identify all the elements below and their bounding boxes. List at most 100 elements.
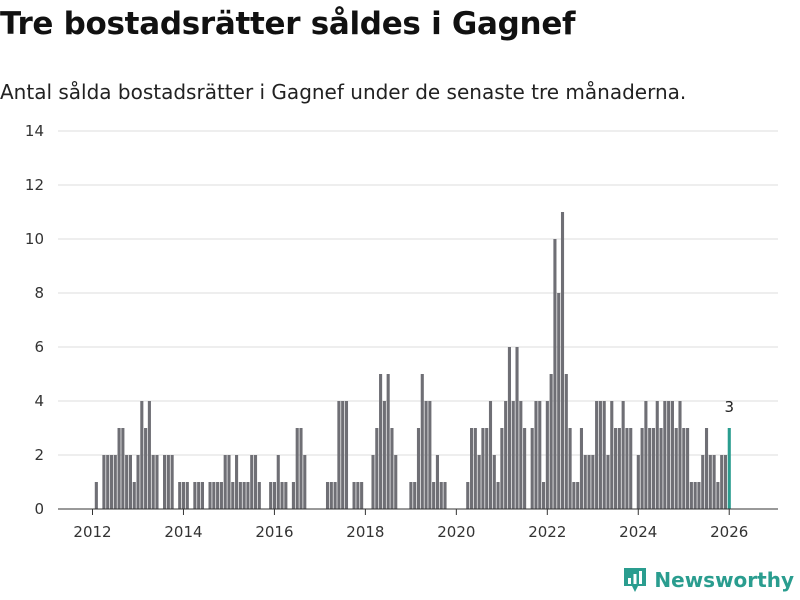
bar bbox=[621, 401, 625, 509]
y-tick-label: 6 bbox=[34, 338, 44, 356]
x-tick-label: 2024 bbox=[619, 523, 657, 541]
bar bbox=[564, 374, 568, 509]
bar bbox=[242, 482, 246, 509]
y-tick-label: 8 bbox=[34, 284, 44, 302]
bar bbox=[428, 401, 432, 509]
bar bbox=[572, 482, 576, 509]
bar bbox=[409, 482, 413, 509]
bar bbox=[424, 401, 428, 509]
x-tick-label: 2018 bbox=[346, 523, 384, 541]
bar bbox=[439, 482, 443, 509]
bar bbox=[219, 482, 223, 509]
bar bbox=[216, 482, 220, 509]
bar bbox=[470, 428, 474, 509]
bar bbox=[614, 428, 618, 509]
bar bbox=[507, 347, 511, 509]
bar bbox=[113, 455, 117, 509]
bar bbox=[492, 455, 496, 509]
bar bbox=[496, 482, 500, 509]
bar bbox=[515, 347, 519, 509]
x-tick-label: 2016 bbox=[255, 523, 293, 541]
bar bbox=[208, 482, 212, 509]
bar bbox=[701, 455, 705, 509]
bar bbox=[617, 428, 621, 509]
bar bbox=[644, 401, 648, 509]
bar bbox=[227, 455, 231, 509]
y-tick-label: 2 bbox=[34, 446, 44, 464]
bar bbox=[473, 428, 477, 509]
bar bbox=[560, 212, 565, 509]
bar bbox=[144, 428, 148, 509]
bar bbox=[720, 455, 724, 509]
page-subtitle: Antal sålda bostadsrätter i Gagnef under… bbox=[0, 80, 687, 104]
bar bbox=[371, 455, 375, 509]
bar bbox=[595, 401, 599, 509]
bar bbox=[636, 455, 640, 509]
bar bbox=[443, 482, 447, 509]
bar bbox=[648, 428, 652, 509]
bar bbox=[523, 428, 527, 509]
bar bbox=[723, 455, 728, 509]
bar bbox=[352, 482, 356, 509]
y-tick-label: 10 bbox=[25, 230, 44, 248]
bar bbox=[200, 482, 205, 509]
bar bbox=[250, 455, 254, 509]
bar bbox=[390, 428, 394, 509]
bar bbox=[238, 482, 242, 509]
bar bbox=[530, 428, 534, 509]
brand-name: Newsworthy bbox=[654, 568, 794, 592]
grid-lines bbox=[58, 130, 778, 456]
bar bbox=[678, 401, 682, 509]
y-tick-label: 14 bbox=[25, 122, 44, 140]
bar bbox=[602, 401, 606, 509]
bar bbox=[500, 428, 504, 509]
bar bbox=[276, 455, 280, 509]
bar bbox=[235, 455, 239, 509]
bar bbox=[284, 482, 288, 509]
bar bbox=[583, 455, 587, 509]
bar bbox=[303, 455, 307, 509]
page-title: Tre bostadsrätter såldes i Gagnef bbox=[0, 6, 576, 42]
bar bbox=[280, 482, 284, 509]
x-tick-label: 2014 bbox=[164, 523, 202, 541]
bar bbox=[109, 455, 114, 509]
y-tick-label: 0 bbox=[34, 500, 44, 518]
bar bbox=[128, 455, 132, 509]
bar bbox=[394, 455, 398, 509]
bar bbox=[435, 455, 439, 509]
bar bbox=[519, 401, 523, 509]
bar bbox=[420, 374, 424, 509]
bar bbox=[253, 455, 258, 509]
bar bbox=[704, 428, 709, 509]
bar bbox=[716, 482, 720, 509]
brand-logo: Newsworthy bbox=[622, 566, 794, 594]
bar bbox=[375, 428, 379, 509]
bar bbox=[386, 374, 390, 509]
bar bbox=[477, 455, 481, 509]
bar bbox=[337, 401, 341, 509]
bar bbox=[667, 401, 671, 509]
bar bbox=[708, 455, 712, 509]
bar bbox=[545, 401, 549, 509]
x-tick-label: 2020 bbox=[437, 523, 475, 541]
bar bbox=[538, 401, 542, 509]
bar bbox=[625, 428, 629, 509]
bar bbox=[151, 455, 155, 509]
bar bbox=[689, 482, 693, 509]
bar bbox=[212, 482, 216, 509]
bar bbox=[121, 428, 125, 509]
bar bbox=[481, 428, 485, 509]
bar bbox=[269, 482, 273, 509]
bar bbox=[686, 428, 690, 509]
bar bbox=[344, 401, 349, 509]
bar bbox=[674, 428, 678, 509]
bar bbox=[163, 455, 167, 509]
bar bbox=[598, 401, 602, 509]
bar bbox=[432, 482, 436, 509]
x-axis-ticks: 2012 2014 2016 2018 2020 2022 2024 2026 bbox=[73, 509, 748, 541]
bar bbox=[166, 455, 170, 509]
bar bbox=[291, 482, 295, 509]
bar bbox=[356, 482, 360, 509]
bar bbox=[299, 428, 303, 509]
bar bbox=[504, 401, 508, 509]
